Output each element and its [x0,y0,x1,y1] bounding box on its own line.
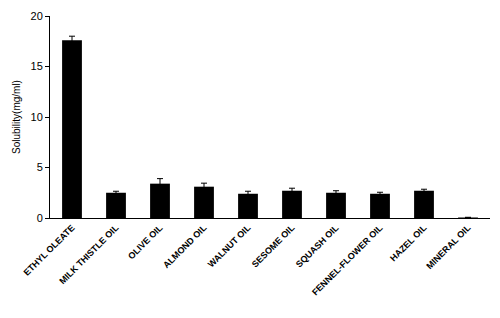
svg-text:0: 0 [37,212,43,224]
svg-text:10: 10 [31,111,43,123]
svg-text:FENNEL-FLOWER OIL: FENNEL-FLOWER OIL [310,222,385,297]
svg-text:ETHYL OLEATE: ETHYL OLEATE [22,223,77,278]
svg-text:Solubility(mg/ml): Solubility(mg/ml) [11,80,22,154]
svg-text:20: 20 [31,10,43,22]
svg-text:OLIVE OIL: OLIVE OIL [126,222,165,261]
svg-text:15: 15 [31,60,43,72]
svg-text:WALNUT OIL: WALNUT OIL [206,222,253,269]
svg-text:HAZEL OIL: HAZEL OIL [388,222,429,263]
svg-text:SESOME OIL: SESOME OIL [250,222,297,269]
svg-text:MILK THISTLE OIL: MILK THISTLE OIL [57,222,121,286]
svg-text:MINERAL OIL: MINERAL OIL [424,222,473,271]
svg-text:SQUASH OIL: SQUASH OIL [294,222,341,269]
svg-text:ALMOND OIL: ALMOND OIL [161,222,209,270]
svg-text:5: 5 [37,161,43,173]
